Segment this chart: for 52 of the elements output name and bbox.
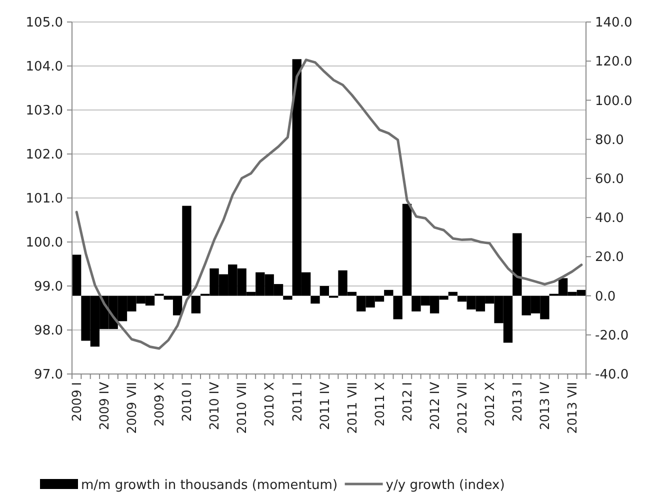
y-tick-label: 102.0 bbox=[26, 148, 63, 163]
x-tick-label: 2009 VII bbox=[124, 382, 140, 434]
y2-tick-label: -20.0 bbox=[595, 328, 629, 344]
bar bbox=[283, 296, 292, 300]
x-tick-label: 2009 X bbox=[152, 382, 167, 426]
y2-tick-label: 100.0 bbox=[595, 94, 632, 109]
bar bbox=[402, 204, 412, 296]
y2-tick-label: 40.0 bbox=[595, 211, 624, 226]
x-tick-label: 2010 I bbox=[179, 382, 194, 422]
legend-label: y/y growth (index) bbox=[386, 478, 505, 493]
y-tick-label: 103.0 bbox=[26, 104, 63, 119]
x-tick-label: 2011 I bbox=[289, 382, 304, 422]
x-tick-label: 2012 I bbox=[399, 382, 414, 422]
line-series bbox=[75, 58, 583, 350]
y2-tick-label: 20.0 bbox=[595, 250, 624, 266]
x-tick-label: 2013 VII bbox=[564, 382, 580, 434]
bar bbox=[384, 290, 394, 296]
legend-label: m/m growth in thousands (momentum) bbox=[81, 478, 338, 493]
bar bbox=[320, 286, 329, 296]
x-tick-label: 2010 X bbox=[262, 382, 277, 426]
x-tick-label: 2010 IV bbox=[206, 382, 222, 430]
x-tick-label: 2011 X bbox=[372, 382, 387, 426]
x-tick-label: 2013 IV bbox=[537, 382, 552, 430]
bar bbox=[512, 233, 522, 296]
bar bbox=[182, 206, 192, 296]
bar bbox=[448, 292, 458, 296]
x-tick-label: 2013 I bbox=[510, 382, 525, 422]
x-tick-label: 2012 X bbox=[482, 382, 497, 426]
x-tick-label: 2011 IV bbox=[316, 382, 332, 430]
y2-tick-label: 140.0 bbox=[595, 16, 632, 31]
x-tick-label: 2010 VII bbox=[234, 382, 250, 434]
y2-tick-label: -40.0 bbox=[595, 368, 629, 383]
y-tick-label: 105.0 bbox=[26, 16, 63, 31]
bar bbox=[72, 254, 82, 296]
y2-tick-label: 0.0 bbox=[595, 289, 616, 304]
y-tick-label: 100.0 bbox=[26, 236, 63, 251]
y2-tick-label: 60.0 bbox=[595, 172, 624, 187]
y-tick-label: 101.0 bbox=[26, 192, 63, 207]
x-tick-label: 2009 IV bbox=[96, 382, 112, 430]
bar bbox=[310, 296, 320, 304]
bar bbox=[191, 296, 200, 314]
y-tick-label: 97.0 bbox=[34, 368, 63, 383]
y2-tick-label: 120.0 bbox=[595, 54, 632, 70]
x-tick-label: 2011 VII bbox=[344, 382, 360, 434]
y2-tick-label: 80.0 bbox=[595, 132, 624, 148]
x-tick-label: 2009 I bbox=[68, 382, 84, 422]
y-tick-label: 98.0 bbox=[34, 324, 63, 339]
bar bbox=[393, 296, 402, 320]
x-tick-label: 2012 IV bbox=[426, 382, 442, 430]
y-tick-label: 104.0 bbox=[26, 60, 63, 75]
y-tick-label: 99.0 bbox=[34, 280, 63, 295]
x-tick-label: 2012 VII bbox=[454, 382, 470, 434]
